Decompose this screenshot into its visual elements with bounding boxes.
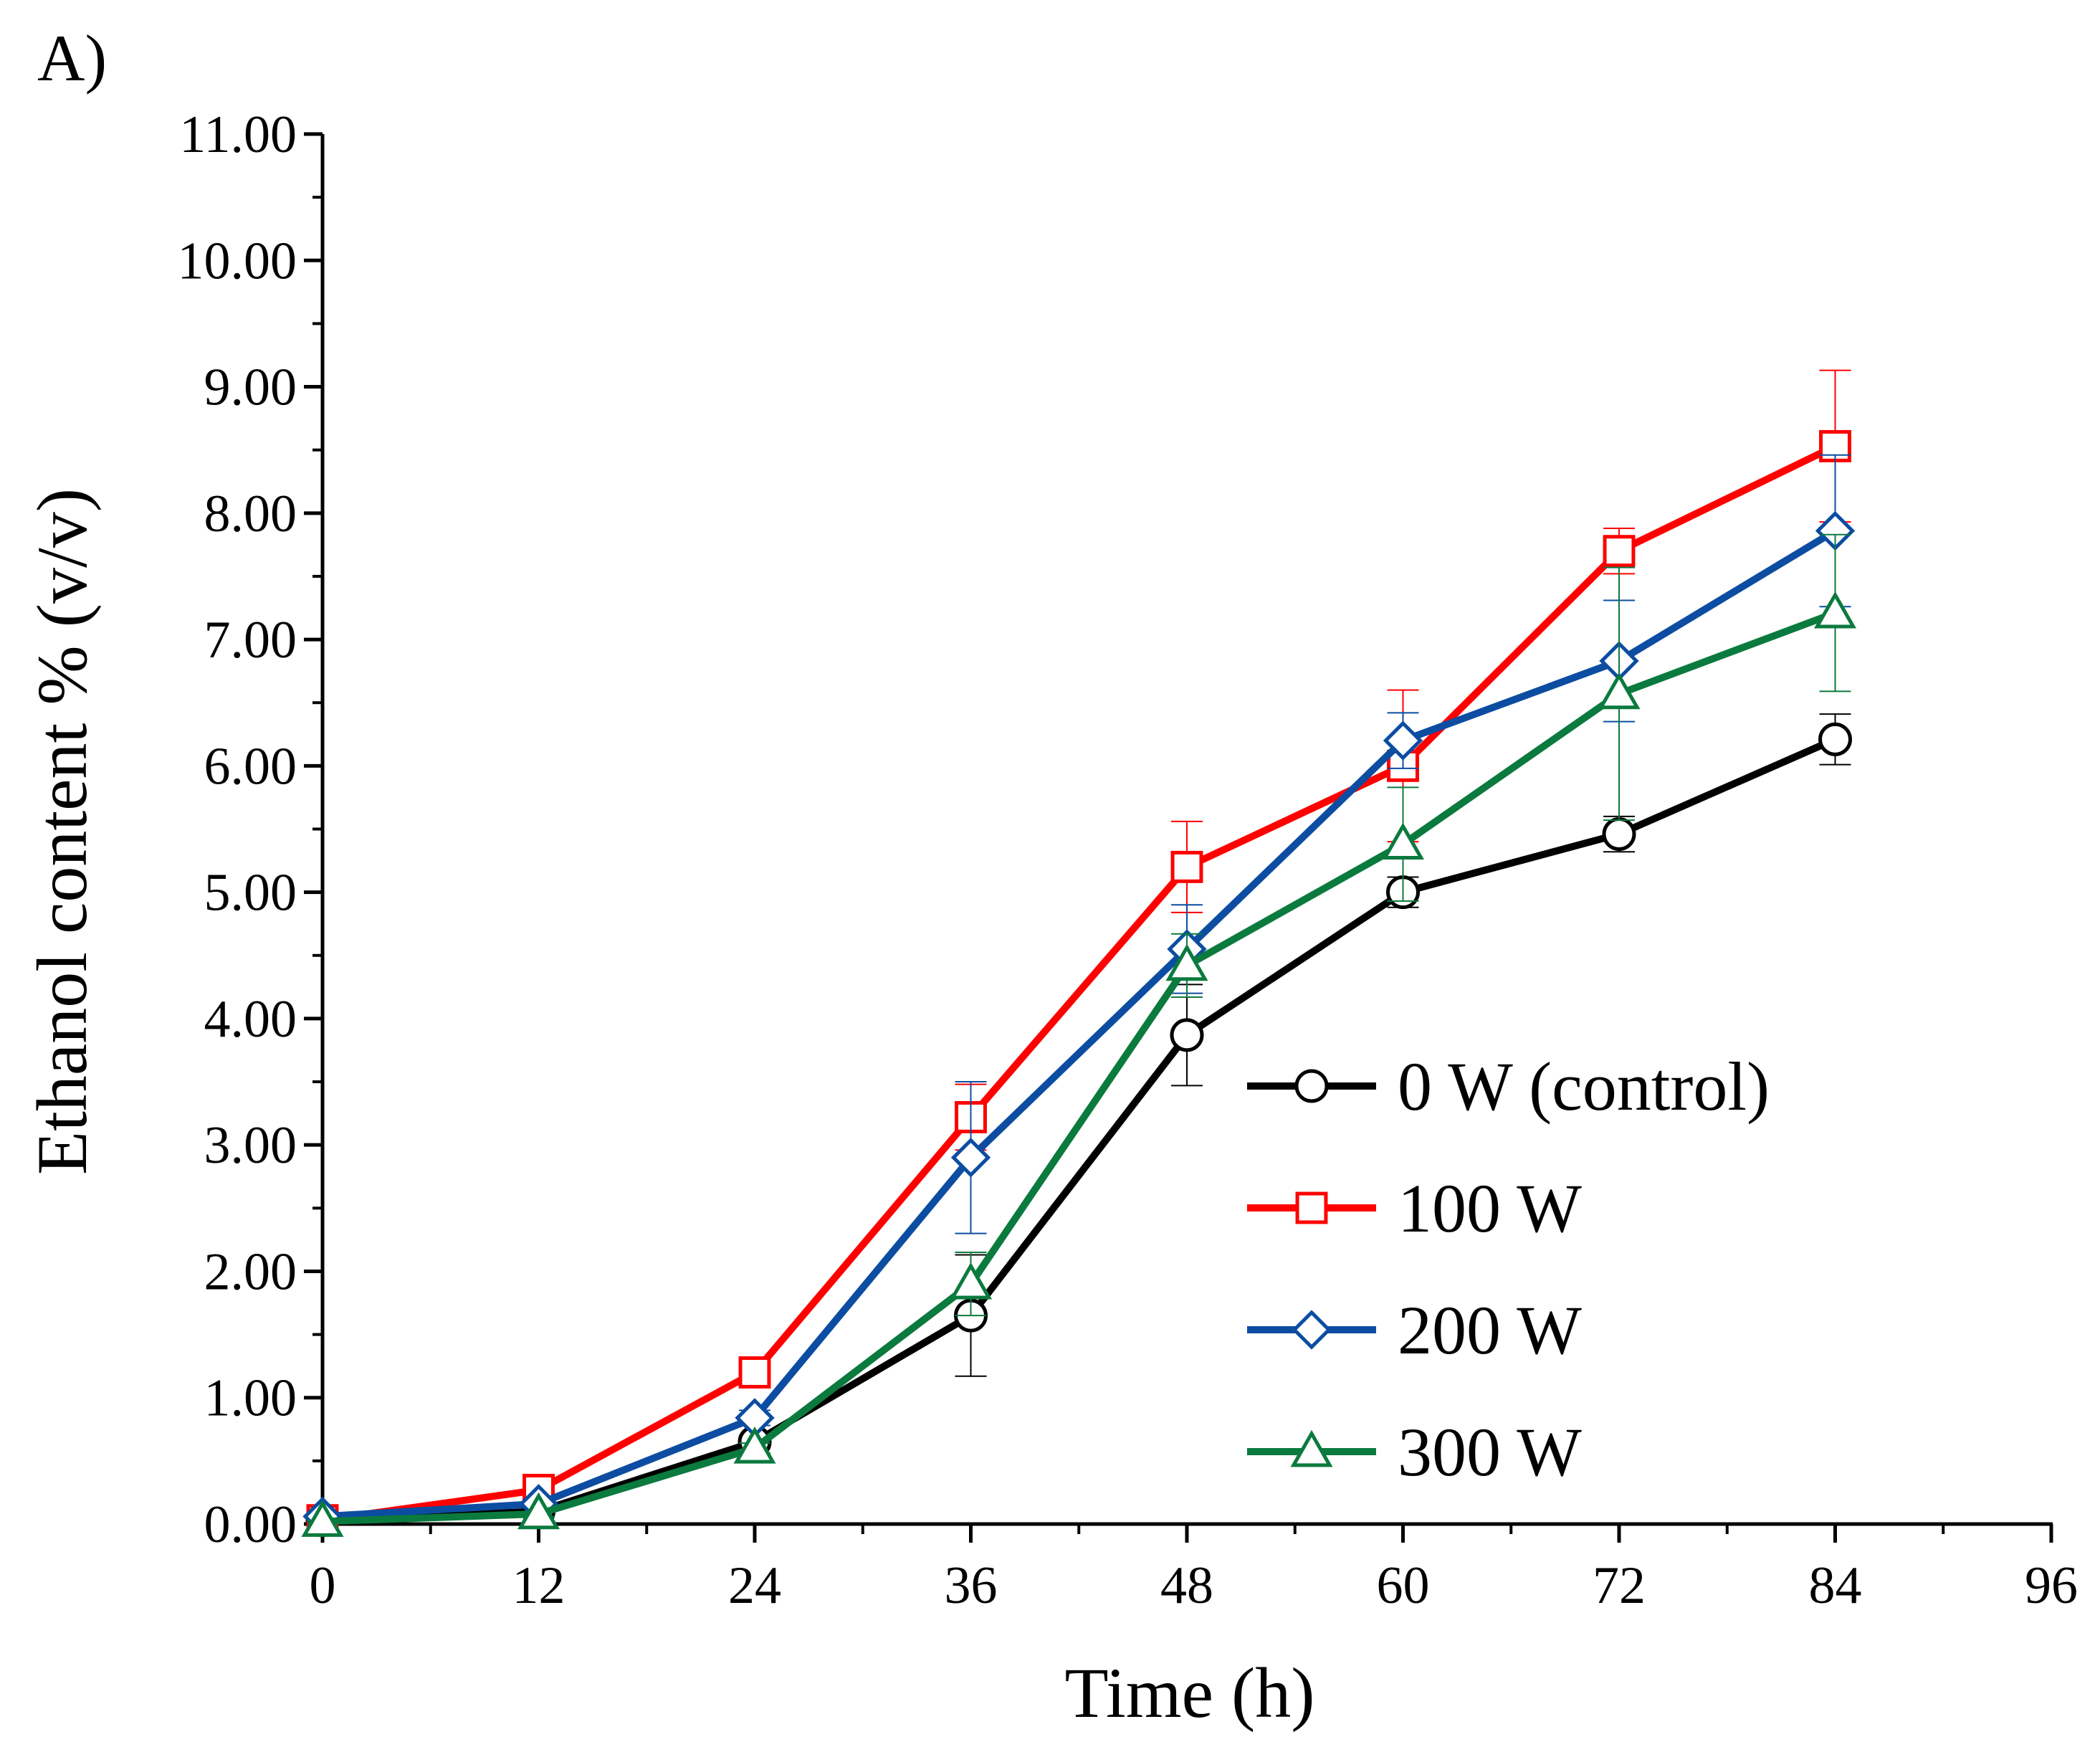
series-line <box>322 528 1838 1520</box>
data-point <box>301 1500 344 1537</box>
y-tick-label: 9.00 <box>204 358 297 417</box>
legend-label: 300 W <box>1398 1414 1582 1490</box>
data-point <box>738 1356 771 1389</box>
legend-label: 100 W <box>1398 1170 1582 1247</box>
legend-label: 200 W <box>1398 1292 1582 1368</box>
y-tick-label: 1.00 <box>204 1369 297 1428</box>
x-tick-label: 48 <box>1160 1556 1213 1615</box>
x-tick-label: 0 <box>310 1556 336 1615</box>
data-point <box>1602 817 1636 852</box>
data-point <box>1818 722 1852 756</box>
data-point <box>1598 672 1641 710</box>
x-tick-label: 96 <box>2025 1556 2078 1615</box>
data-point <box>1603 535 1636 568</box>
data-point <box>1165 943 1208 981</box>
axes: 0.00 1.00 2.00 3.00 4.00 5.00 6.00 7.00 8.00 9.00… <box>178 105 2078 1615</box>
x-axis-label: Time (h) <box>1064 1653 1314 1733</box>
data-point <box>1813 591 1857 629</box>
data-point <box>1381 822 1425 860</box>
x-tick-label: 60 <box>1377 1556 1430 1615</box>
legend: 0 W (control) 100 W 200 W 300 W <box>1247 1048 1770 1490</box>
y-tick-label: 3.00 <box>204 1116 297 1175</box>
x-tick-label: 72 <box>1593 1556 1646 1615</box>
series-line <box>322 442 1837 1524</box>
data-point <box>1383 720 1423 761</box>
data-point <box>949 1262 993 1300</box>
y-tick-label: 4.00 <box>204 990 297 1049</box>
series-100-w <box>306 369 1851 1537</box>
y-tick-label: 11.00 <box>179 105 297 164</box>
x-tick-label: 36 <box>945 1556 998 1615</box>
series-group <box>301 369 1857 1538</box>
series-line <box>322 609 1837 1525</box>
legend-item: 200 W <box>1247 1292 1582 1368</box>
legend-marker <box>1292 1310 1332 1350</box>
data-point <box>950 1138 991 1178</box>
y-tick-label: 6.00 <box>204 737 297 796</box>
y-tick-label: 10.00 <box>178 232 297 290</box>
series-300-w <box>301 533 1857 1537</box>
legend-label: 0 W (control) <box>1398 1048 1770 1125</box>
legend-marker <box>1290 1429 1333 1467</box>
data-point <box>517 1492 560 1530</box>
panel-label: A) <box>37 22 107 95</box>
y-tick-label: 0.00 <box>204 1495 297 1554</box>
legend-marker <box>1294 1069 1329 1103</box>
y-axis-label: Ethanol content % (v/v) <box>22 488 102 1175</box>
data-point <box>1170 850 1203 883</box>
x-tick-label: 84 <box>1809 1556 1862 1615</box>
y-tick-label: 8.00 <box>204 485 297 543</box>
legend-item: 300 W <box>1247 1414 1582 1490</box>
y-tick-label: 7.00 <box>204 611 297 670</box>
legend-item: 100 W <box>1247 1170 1582 1247</box>
y-tick-label: 5.00 <box>204 864 297 923</box>
data-point <box>733 1426 776 1464</box>
x-tick-label: 12 <box>512 1556 565 1615</box>
x-tick-label: 24 <box>728 1556 781 1615</box>
legend-item: 0 W (control) <box>1247 1048 1770 1125</box>
data-point <box>1170 1018 1204 1052</box>
y-tick-label: 2.00 <box>204 1242 297 1301</box>
legend-marker <box>1295 1191 1328 1224</box>
